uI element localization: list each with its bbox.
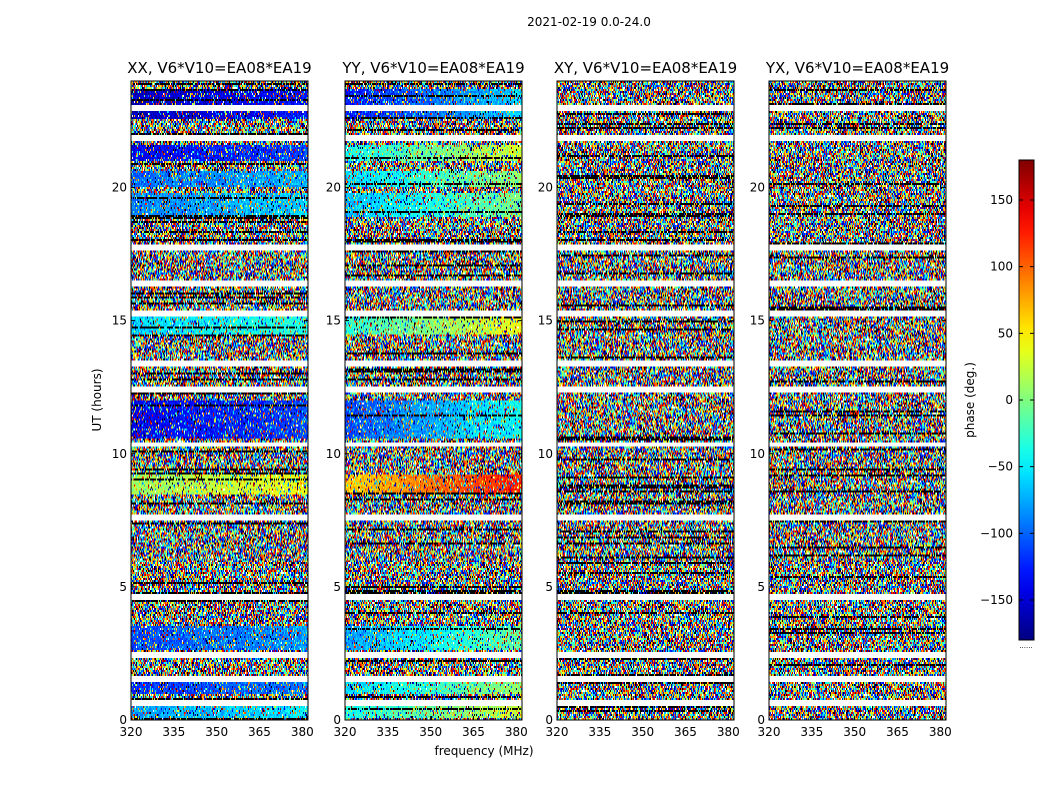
panel-title: YY, V6*V10=EA08*EA19 [341, 59, 524, 77]
panel-frame [130, 80, 309, 721]
y-tick-label: 15 [112, 314, 127, 328]
x-tick-label: 320 [120, 725, 143, 739]
colorbar-tick-label: 150 [990, 193, 1013, 207]
y-tick-label: 20 [538, 181, 553, 195]
x-tick-label: 380 [929, 725, 952, 739]
colorbar-tick-label: −150 [980, 593, 1013, 607]
y-tick-label: 0 [119, 713, 127, 727]
panel-1: XX, V6*V10=EA08*EA19 320 335 350 365 380 0 5 10 1… [112, 59, 314, 739]
colorbar-tick-label: 50 [998, 326, 1013, 340]
y-tick-label: 20 [750, 181, 765, 195]
colorbar: 150 100 50 0 −50 −100 −150 [980, 159, 1035, 641]
y-tick-label: 10 [538, 447, 553, 461]
y-tick-label: 10 [326, 447, 341, 461]
y-tick-label: 10 [750, 447, 765, 461]
colorbar-under-label: ...... [1019, 642, 1032, 650]
x-tick-label: 350 [419, 725, 442, 739]
panel-frame [344, 80, 523, 721]
x-tick-label: 380 [291, 725, 314, 739]
y-tick-label: 5 [333, 580, 341, 594]
panel-frame [768, 80, 947, 721]
x-tick-label: 365 [462, 725, 485, 739]
panel-title: XX, V6*V10=EA08*EA19 [127, 59, 311, 77]
y-tick-label: 0 [333, 713, 341, 727]
panel-heatmap [131, 81, 308, 720]
panel-heatmap [557, 81, 734, 720]
y-tick-label: 15 [750, 314, 765, 328]
x-tick-label: 350 [205, 725, 228, 739]
x-tick-label: 335 [588, 725, 611, 739]
x-tick-label: 365 [248, 725, 271, 739]
x-tick-label: 335 [376, 725, 399, 739]
x-tick-label: 320 [546, 725, 569, 739]
panel-2: YY, V6*V10=EA08*EA19 320 335 350 365 380 0 5 10 1… [326, 59, 528, 739]
x-tick-label: 350 [843, 725, 866, 739]
colorbar-tick-label: −100 [980, 526, 1013, 540]
colorbar-label: phase (deg.) [963, 362, 977, 438]
x-tick-label: 380 [717, 725, 740, 739]
panel-frame [556, 80, 735, 721]
x-tick-label: 365 [674, 725, 697, 739]
chart-suptitle: 2021-02-19 0.0-24.0 [527, 15, 651, 29]
panel-title: XY, V6*V10=EA08*EA19 [554, 59, 737, 77]
panel-3: XY, V6*V10=EA08*EA19 320 335 350 365 380 0 5 10 1… [538, 59, 740, 739]
y-tick-label: 5 [545, 580, 553, 594]
panel-heatmap [769, 81, 946, 720]
y-tick-label: 5 [119, 580, 127, 594]
y-tick-label: 10 [112, 447, 127, 461]
x-tick-label: 380 [505, 725, 528, 739]
colorbar-tick-label: −50 [988, 460, 1013, 474]
y-tick-label: 5 [757, 580, 765, 594]
x-tick-label: 335 [800, 725, 823, 739]
panels-group: XX, V6*V10=EA08*EA19 320 335 350 365 380 0 5 10 1… [112, 59, 952, 739]
y-tick-label: 20 [112, 181, 127, 195]
colorbar-tick-label: 0 [1005, 393, 1013, 407]
y-axis-label: UT (hours) [90, 368, 104, 431]
x-tick-label: 320 [758, 725, 781, 739]
y-tick-label: 0 [545, 713, 553, 727]
x-tick-label: 365 [886, 725, 909, 739]
x-tick-label: 320 [334, 725, 357, 739]
y-tick-label: 15 [538, 314, 553, 328]
panel-4: YX, V6*V10=EA08*EA19 320 335 350 365 380 0 5 10 1… [750, 59, 952, 739]
y-tick-label: 0 [757, 713, 765, 727]
y-tick-label: 20 [326, 181, 341, 195]
x-tick-label: 350 [631, 725, 654, 739]
y-tick-label: 15 [326, 314, 341, 328]
x-tick-label: 335 [162, 725, 185, 739]
x-axis-label: frequency (MHz) [434, 744, 533, 758]
panel-title: YX, V6*V10=EA08*EA19 [765, 59, 949, 77]
colorbar-tick-label: 100 [990, 260, 1013, 274]
panel-heatmap [345, 81, 522, 720]
